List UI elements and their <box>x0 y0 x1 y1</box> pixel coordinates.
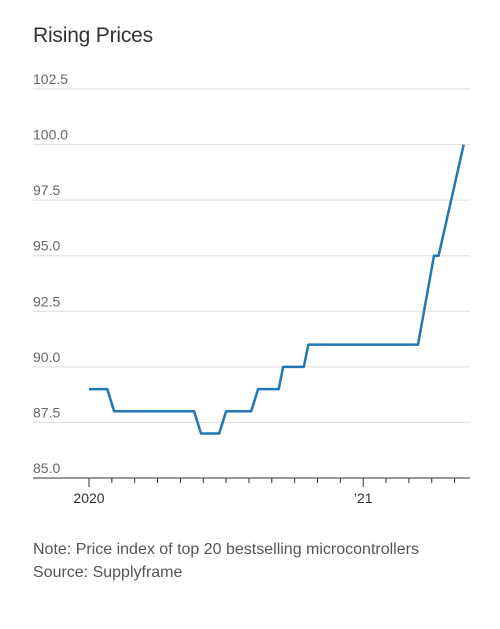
grid-lines: 85.0 87.5 90.0 92.5 95.0 97.5 100.0 102.5 <box>33 71 470 479</box>
series-line <box>89 144 465 435</box>
y-tick-label: 97.5 <box>33 182 60 198</box>
y-tick-label: 90.0 <box>33 349 60 365</box>
x-tick-label: 2020 <box>73 490 104 506</box>
y-tick-label: 92.5 <box>33 293 60 309</box>
y-tick-label: 87.5 <box>33 404 60 420</box>
note-text: Note: Price index of top 20 bestselling … <box>33 541 419 558</box>
x-axis: 2020 ’21 <box>73 478 456 506</box>
y-tick-label: 85.0 <box>33 460 60 476</box>
y-tick-label: 95.0 <box>33 238 60 254</box>
source-text: Source: Supplyframe <box>33 564 183 581</box>
chart-notes: Note: Price index of top 20 bestselling … <box>33 538 473 584</box>
y-tick-label: 102.5 <box>33 71 68 87</box>
y-tick-label: 100.0 <box>33 127 68 143</box>
chart-title: Rising Prices <box>33 24 153 47</box>
x-tick-label: ’21 <box>354 490 373 506</box>
line-chart: 85.0 87.5 90.0 92.5 95.0 97.5 100.0 102.5 2020 ’… <box>33 71 470 506</box>
series-layer <box>89 144 465 435</box>
